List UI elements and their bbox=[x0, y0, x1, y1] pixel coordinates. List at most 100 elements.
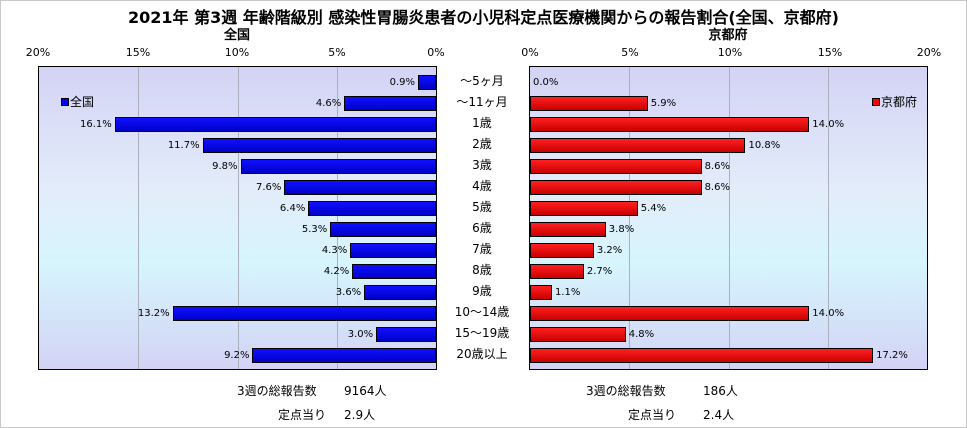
kyoto-per-value: 2.4人 bbox=[703, 408, 735, 422]
kyoto-value-label: 0.0% bbox=[533, 77, 559, 88]
kyoto-value-label: 14.0% bbox=[812, 308, 845, 319]
category-label: 1歳 bbox=[472, 116, 492, 130]
national-total-label: 3週の総報告数 bbox=[237, 384, 317, 398]
national-bar bbox=[240, 159, 436, 174]
kyoto-plot-area: 京都府 0.0% 5.9% 14.0% 10.8% 8.6% 8.6% 5.4% 3.8% 3.… bbox=[529, 66, 928, 370]
kyoto-bar bbox=[530, 96, 648, 111]
kyoto-tick: 15% bbox=[817, 46, 843, 59]
kyoto-total-value: 186人 bbox=[703, 384, 738, 398]
gridline bbox=[629, 67, 630, 369]
category-label: 5歳 bbox=[472, 200, 492, 214]
kyoto-value-label: 8.6% bbox=[704, 182, 730, 193]
legend-label: 全国 bbox=[70, 95, 95, 109]
national-value-label: 4.2% bbox=[323, 266, 350, 277]
kyoto-value-label: 5.9% bbox=[650, 98, 677, 109]
legend-swatch-blue bbox=[61, 97, 69, 106]
category-label: 6歳 bbox=[472, 221, 492, 235]
legend-label: 京都府 bbox=[880, 95, 917, 109]
national-value-label: 4.3% bbox=[321, 245, 348, 256]
chart-title: 2021年 第3週 年齢階級別 感染性胃腸炎患者の小児科定点医療機関からの報告割… bbox=[127, 8, 839, 27]
national-bar bbox=[202, 138, 436, 153]
national-value-label: 7.6% bbox=[255, 182, 282, 193]
kyoto-per-label: 定点当り bbox=[628, 408, 677, 422]
national-per-value: 2.9人 bbox=[344, 408, 376, 422]
category-label: 20歳以上 bbox=[456, 347, 508, 361]
kyoto-value-label: 17.2% bbox=[876, 350, 908, 361]
national-value-label: 3.0% bbox=[347, 329, 374, 340]
national-bar bbox=[284, 180, 436, 195]
national-bar bbox=[418, 75, 436, 90]
national-subtitle: 全国 bbox=[223, 28, 250, 43]
category-label: 2歳 bbox=[472, 137, 492, 151]
gridline bbox=[729, 67, 730, 369]
national-bar bbox=[114, 117, 436, 132]
national-legend: 全国 bbox=[61, 93, 94, 110]
kyoto-bar bbox=[530, 159, 702, 174]
kyoto-bar bbox=[530, 138, 746, 153]
national-value-label: 9.2% bbox=[224, 350, 250, 361]
national-bar bbox=[308, 201, 436, 216]
national-value-label: 16.1% bbox=[80, 119, 112, 130]
kyoto-value-label: 10.8% bbox=[748, 140, 781, 151]
national-tick: 0% bbox=[427, 46, 445, 59]
national-bar bbox=[352, 264, 436, 279]
kyoto-legend: 京都府 bbox=[871, 93, 917, 110]
kyoto-value-label: 14.0% bbox=[812, 119, 845, 130]
kyoto-tick: 10% bbox=[717, 46, 743, 59]
kyoto-total-label: 3週の総報告数 bbox=[586, 384, 666, 398]
national-bar bbox=[330, 222, 436, 237]
gridline bbox=[238, 67, 239, 369]
national-bar bbox=[252, 348, 436, 363]
national-bar bbox=[350, 243, 436, 258]
national-plot-area: 全国 0.9% 4.6% 16.1% 11.7% 9.8% 7.6% 6.4% 5.3% 4.3… bbox=[38, 66, 437, 370]
category-label: 3歳 bbox=[472, 158, 492, 172]
kyoto-value-label: 3.2% bbox=[596, 245, 623, 256]
kyoto-tick: 20% bbox=[916, 46, 942, 59]
category-label: 7歳 bbox=[472, 242, 492, 256]
national-tick: 20% bbox=[25, 46, 51, 59]
national-value-label: 9.8% bbox=[212, 161, 238, 172]
national-value-label: 3.6% bbox=[335, 287, 362, 298]
kyoto-bar bbox=[530, 327, 626, 342]
gridline bbox=[337, 67, 338, 369]
kyoto-value-label: 4.8% bbox=[628, 329, 655, 340]
national-bar bbox=[364, 285, 436, 300]
kyoto-tick: 5% bbox=[621, 46, 639, 59]
kyoto-tick: 0% bbox=[521, 46, 539, 59]
category-label: 8歳 bbox=[472, 263, 492, 277]
kyoto-subtitle: 京都府 bbox=[708, 28, 748, 43]
national-per-label: 定点当り bbox=[278, 408, 327, 422]
category-label: ～11ヶ月 bbox=[456, 95, 508, 109]
national-value-label: 6.4% bbox=[279, 203, 306, 214]
category-label: 4歳 bbox=[472, 179, 492, 193]
national-tick: 15% bbox=[125, 46, 151, 59]
national-bar bbox=[172, 306, 436, 321]
category-label: 15～19歳 bbox=[454, 326, 510, 340]
kyoto-bar bbox=[530, 348, 874, 363]
national-value-label: 11.7% bbox=[167, 140, 200, 151]
national-value-label: 4.6% bbox=[315, 98, 342, 109]
national-value-label: 0.9% bbox=[389, 77, 416, 88]
national-value-label: 13.2% bbox=[137, 308, 170, 319]
kyoto-value-label: 5.4% bbox=[640, 203, 667, 214]
category-label: 9歳 bbox=[472, 284, 492, 298]
kyoto-bar bbox=[530, 285, 552, 300]
category-label: 10～14歳 bbox=[454, 305, 510, 319]
national-tick: 5% bbox=[328, 46, 346, 59]
legend-swatch-red bbox=[871, 97, 880, 106]
kyoto-value-label: 3.8% bbox=[608, 224, 635, 235]
kyoto-bar bbox=[530, 243, 594, 258]
category-label: ～5ヶ月 bbox=[460, 74, 504, 88]
kyoto-bar bbox=[530, 264, 584, 279]
kyoto-bar bbox=[530, 306, 810, 321]
national-total-value: 9164人 bbox=[344, 384, 387, 398]
kyoto-value-label: 8.6% bbox=[704, 161, 730, 172]
kyoto-bar bbox=[530, 201, 638, 216]
national-bar bbox=[344, 96, 436, 111]
kyoto-value-label: 1.1% bbox=[554, 287, 581, 298]
national-value-label: 5.3% bbox=[301, 224, 328, 235]
kyoto-bar bbox=[530, 117, 810, 132]
national-tick: 10% bbox=[224, 46, 250, 59]
kyoto-bar bbox=[530, 222, 606, 237]
gridline bbox=[138, 67, 139, 369]
